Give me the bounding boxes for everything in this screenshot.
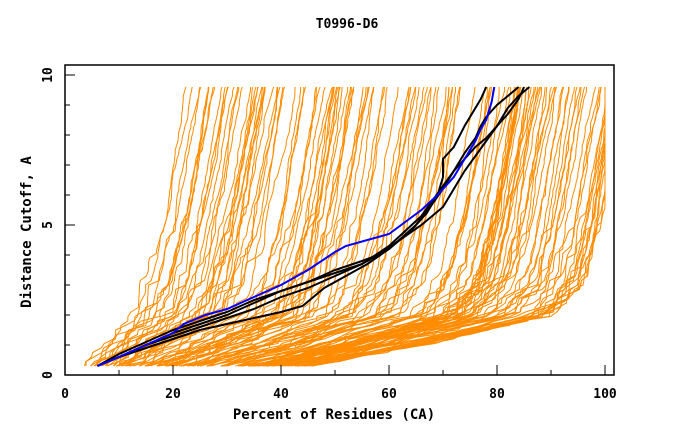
reference-model-4-line [96,86,525,367]
other-model-line [105,86,229,367]
other-model-line [267,86,552,367]
other-model-line [173,86,355,367]
x-axis-label: Percent of Residues (CA) [233,407,435,423]
other-model-line [182,86,364,367]
other-model-line [249,86,519,367]
other-model-line [145,86,306,367]
other-model-line [113,86,226,367]
other-model-line [156,86,333,367]
other-model-line [257,86,541,367]
other-model-line [181,86,385,367]
other-model-line [200,86,417,367]
x-tick-label: 40 [273,387,289,402]
other-model-line [208,86,432,367]
x-tick-label: 20 [165,387,181,402]
other-model-line [306,87,606,367]
y-tick-label: 10 [41,67,56,83]
y-tick-label: 0 [41,371,56,379]
other-model-line [166,86,367,367]
other-model-line [90,86,210,367]
other-model-line [157,86,326,367]
other-model-line [223,86,450,367]
other-model-line [196,86,410,367]
other-model-line [206,86,420,367]
other-model-line [272,86,569,367]
other-model-line [107,86,223,367]
other-model-line [187,86,375,367]
other-model-line [106,86,240,367]
other-model-line [207,86,428,367]
other-model-line [167,86,335,367]
other-model-line [164,86,339,367]
other-model-line [144,86,302,367]
highlighted-model-line [97,86,496,367]
other-model-line [290,86,600,367]
other-model-line [294,86,597,367]
other-model-line [162,86,338,367]
reference-model-2-line [97,86,531,367]
other-model-line [94,86,214,367]
other-model-line [272,86,548,367]
other-model-line [90,86,202,367]
other-model-line [257,86,538,367]
reference-model-3-line [97,86,520,367]
other-model-line [301,87,606,367]
other-model-line [105,86,235,367]
other-model-line [254,86,515,367]
other-model-line [188,86,399,367]
other-model-line [121,86,266,367]
other-model-line [84,86,187,367]
other-model-line [223,86,461,367]
other-model-line [221,86,447,367]
other-model-line [116,86,254,367]
axis-ticks: 0 20 40 60 80 100 0 5 10 [41,67,617,402]
other-model-line [144,86,305,367]
other-model-line [243,86,505,367]
x-tick-label: 0 [61,387,69,402]
x-tick-label: 80 [489,387,505,402]
chart-title: T0996-D6 [316,17,379,32]
other-model-line [284,86,575,367]
other-model-line [96,86,210,367]
x-tick-label: 100 [593,387,617,402]
other-model-line [249,86,519,367]
plot-frame [64,64,615,376]
other-model-line [266,86,557,367]
other-model-line [270,86,564,367]
other-model-line [240,86,476,367]
other-model-line [118,86,243,367]
plot-area [84,86,606,367]
other-model-line [85,86,193,367]
y-tick-label: 5 [41,221,56,229]
reference-model-1-line [97,86,488,367]
other-model-line [251,86,512,367]
other-model-line [256,86,517,367]
other-model-line [225,87,456,367]
y-axis-label: Distance Cutoff, A [19,156,35,308]
other-model-line [211,86,432,367]
other-model-line [250,86,532,367]
other-model-line [282,86,578,367]
other-model-line [278,86,556,367]
x-tick-label: 60 [381,387,397,402]
other-model-line [193,86,384,367]
other-model-line [175,86,370,367]
